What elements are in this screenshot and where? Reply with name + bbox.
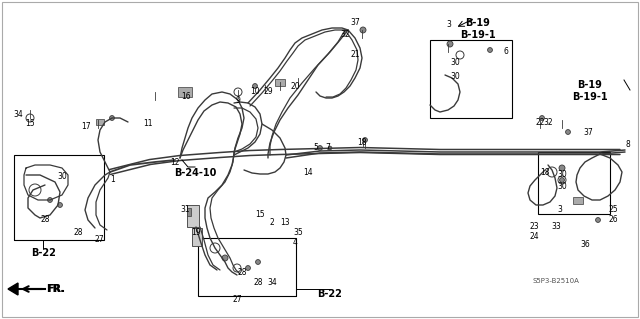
Bar	[573, 197, 583, 204]
Text: B-22: B-22	[317, 289, 342, 299]
Text: 29: 29	[263, 87, 273, 96]
Text: 19: 19	[191, 228, 201, 237]
Circle shape	[488, 48, 492, 52]
Circle shape	[596, 218, 600, 222]
Text: 12: 12	[170, 158, 180, 167]
Circle shape	[360, 27, 366, 33]
Text: 15: 15	[255, 210, 265, 219]
Circle shape	[566, 130, 570, 134]
Text: 37: 37	[350, 18, 360, 27]
Bar	[178, 87, 192, 97]
Text: B-19: B-19	[465, 18, 490, 28]
Text: 11: 11	[143, 119, 153, 128]
Bar	[275, 78, 285, 85]
Text: 22: 22	[535, 118, 545, 127]
Text: 17: 17	[81, 122, 91, 131]
Text: S5P3-B2510A: S5P3-B2510A	[532, 278, 579, 284]
Text: 3: 3	[557, 205, 563, 214]
Polygon shape	[8, 283, 18, 295]
Text: 32: 32	[543, 118, 553, 127]
Text: 26: 26	[608, 215, 618, 224]
Text: 27: 27	[232, 295, 242, 304]
Text: FR.: FR.	[47, 284, 65, 294]
Bar	[192, 228, 202, 246]
Circle shape	[255, 260, 260, 264]
Text: 1: 1	[111, 175, 115, 184]
Circle shape	[540, 115, 545, 120]
Circle shape	[317, 145, 323, 150]
Text: B-19-1: B-19-1	[572, 92, 608, 102]
Text: B-19: B-19	[577, 80, 602, 90]
Text: 2: 2	[269, 218, 275, 227]
Text: 10: 10	[250, 87, 260, 96]
Circle shape	[222, 255, 228, 261]
Circle shape	[447, 41, 453, 47]
Text: 34: 34	[267, 278, 277, 287]
Circle shape	[363, 137, 367, 142]
Text: 21: 21	[350, 50, 360, 59]
Bar	[14, 155, 104, 240]
Text: 37: 37	[583, 128, 593, 137]
Text: 5: 5	[314, 143, 319, 152]
Circle shape	[559, 165, 565, 171]
Text: B-22: B-22	[31, 248, 56, 258]
Bar	[96, 119, 104, 125]
Circle shape	[559, 178, 564, 182]
Text: 18: 18	[357, 138, 367, 147]
Text: 30: 30	[450, 72, 460, 81]
Text: 34: 34	[13, 110, 23, 119]
Text: 30: 30	[557, 182, 567, 191]
Text: 24: 24	[529, 232, 539, 241]
Text: 15: 15	[25, 119, 35, 128]
Circle shape	[58, 203, 63, 207]
Text: FR.: FR.	[46, 284, 64, 294]
Text: 28: 28	[73, 228, 83, 237]
Text: 13: 13	[280, 218, 290, 227]
Text: 30: 30	[557, 170, 567, 179]
Text: 28: 28	[253, 278, 263, 287]
Text: 14: 14	[303, 168, 313, 177]
Circle shape	[253, 84, 257, 88]
Bar	[198, 238, 296, 296]
Circle shape	[328, 146, 332, 150]
Text: 32: 32	[340, 30, 350, 39]
Circle shape	[109, 115, 115, 120]
Text: 20: 20	[290, 82, 300, 91]
Text: 33: 33	[551, 222, 561, 231]
Text: B-24-10: B-24-10	[174, 168, 216, 178]
Text: 18: 18	[540, 168, 550, 177]
Text: B-19-1: B-19-1	[460, 30, 496, 40]
Text: 16: 16	[181, 92, 191, 101]
Bar	[187, 205, 199, 227]
Text: 9: 9	[236, 96, 241, 105]
Bar	[538, 152, 610, 214]
Bar	[430, 40, 512, 118]
Text: 35: 35	[293, 228, 303, 237]
Circle shape	[47, 197, 52, 202]
Text: 30: 30	[450, 58, 460, 67]
Text: 4: 4	[292, 238, 298, 247]
Text: 31: 31	[180, 205, 190, 214]
Text: 6: 6	[504, 47, 508, 56]
Circle shape	[246, 266, 250, 271]
Text: 25: 25	[608, 205, 618, 214]
Text: 28: 28	[237, 268, 247, 277]
Text: 30: 30	[57, 172, 67, 181]
Text: 36: 36	[580, 240, 590, 249]
Text: 28: 28	[40, 215, 50, 224]
Text: 7: 7	[326, 143, 330, 152]
Text: 27: 27	[94, 235, 104, 244]
Text: 23: 23	[529, 222, 539, 231]
Text: 8: 8	[626, 140, 630, 149]
Text: 3: 3	[447, 20, 451, 29]
Bar	[187, 208, 191, 216]
